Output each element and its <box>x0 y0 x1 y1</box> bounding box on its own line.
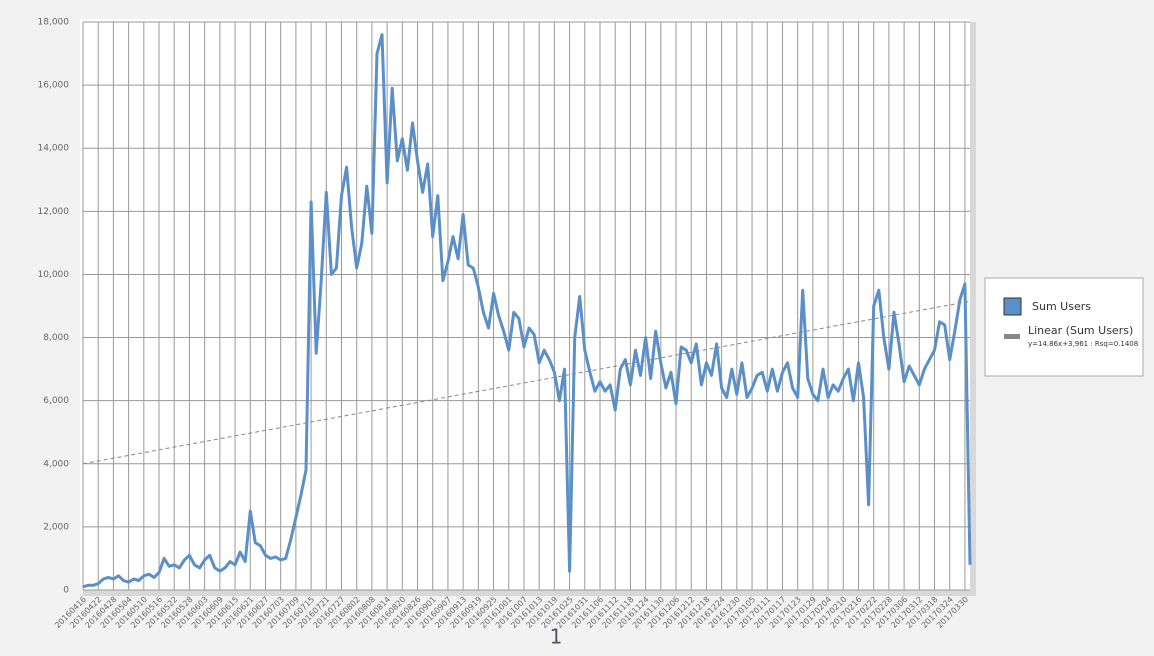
y-tick-label: 10,000 <box>38 270 70 280</box>
legend: Sum Users Linear (Sum Users) y=14.86x+3,… <box>984 277 1144 377</box>
y-tick-label: 6,000 <box>43 396 69 406</box>
y-tick-label: 4,000 <box>43 459 69 469</box>
y-tick-label: 2,000 <box>43 522 69 532</box>
legend-box <box>984 277 1144 377</box>
trend-equation: y=14.86x+3,961 : Rsq=0.1408 <box>1028 340 1138 348</box>
y-tick-label: 16,000 <box>38 81 70 91</box>
x-axis-label: 1 <box>550 625 563 649</box>
legend-label: Linear (Sum Users) <box>1028 324 1133 337</box>
trendline <box>82 300 971 465</box>
legend-label: Sum Users <box>1032 300 1091 313</box>
y-tick-label: 12,000 <box>38 207 70 217</box>
y-tick-label: 0 <box>63 586 69 596</box>
y-tick-label: 8,000 <box>43 333 69 343</box>
data-line <box>82 33 972 589</box>
legend-swatch <box>1004 334 1020 339</box>
y-tick-label: 14,000 <box>38 144 70 154</box>
plot-area <box>80 19 970 590</box>
y-tick-label: 18,000 <box>38 18 70 28</box>
legend-swatch <box>1003 297 1022 316</box>
